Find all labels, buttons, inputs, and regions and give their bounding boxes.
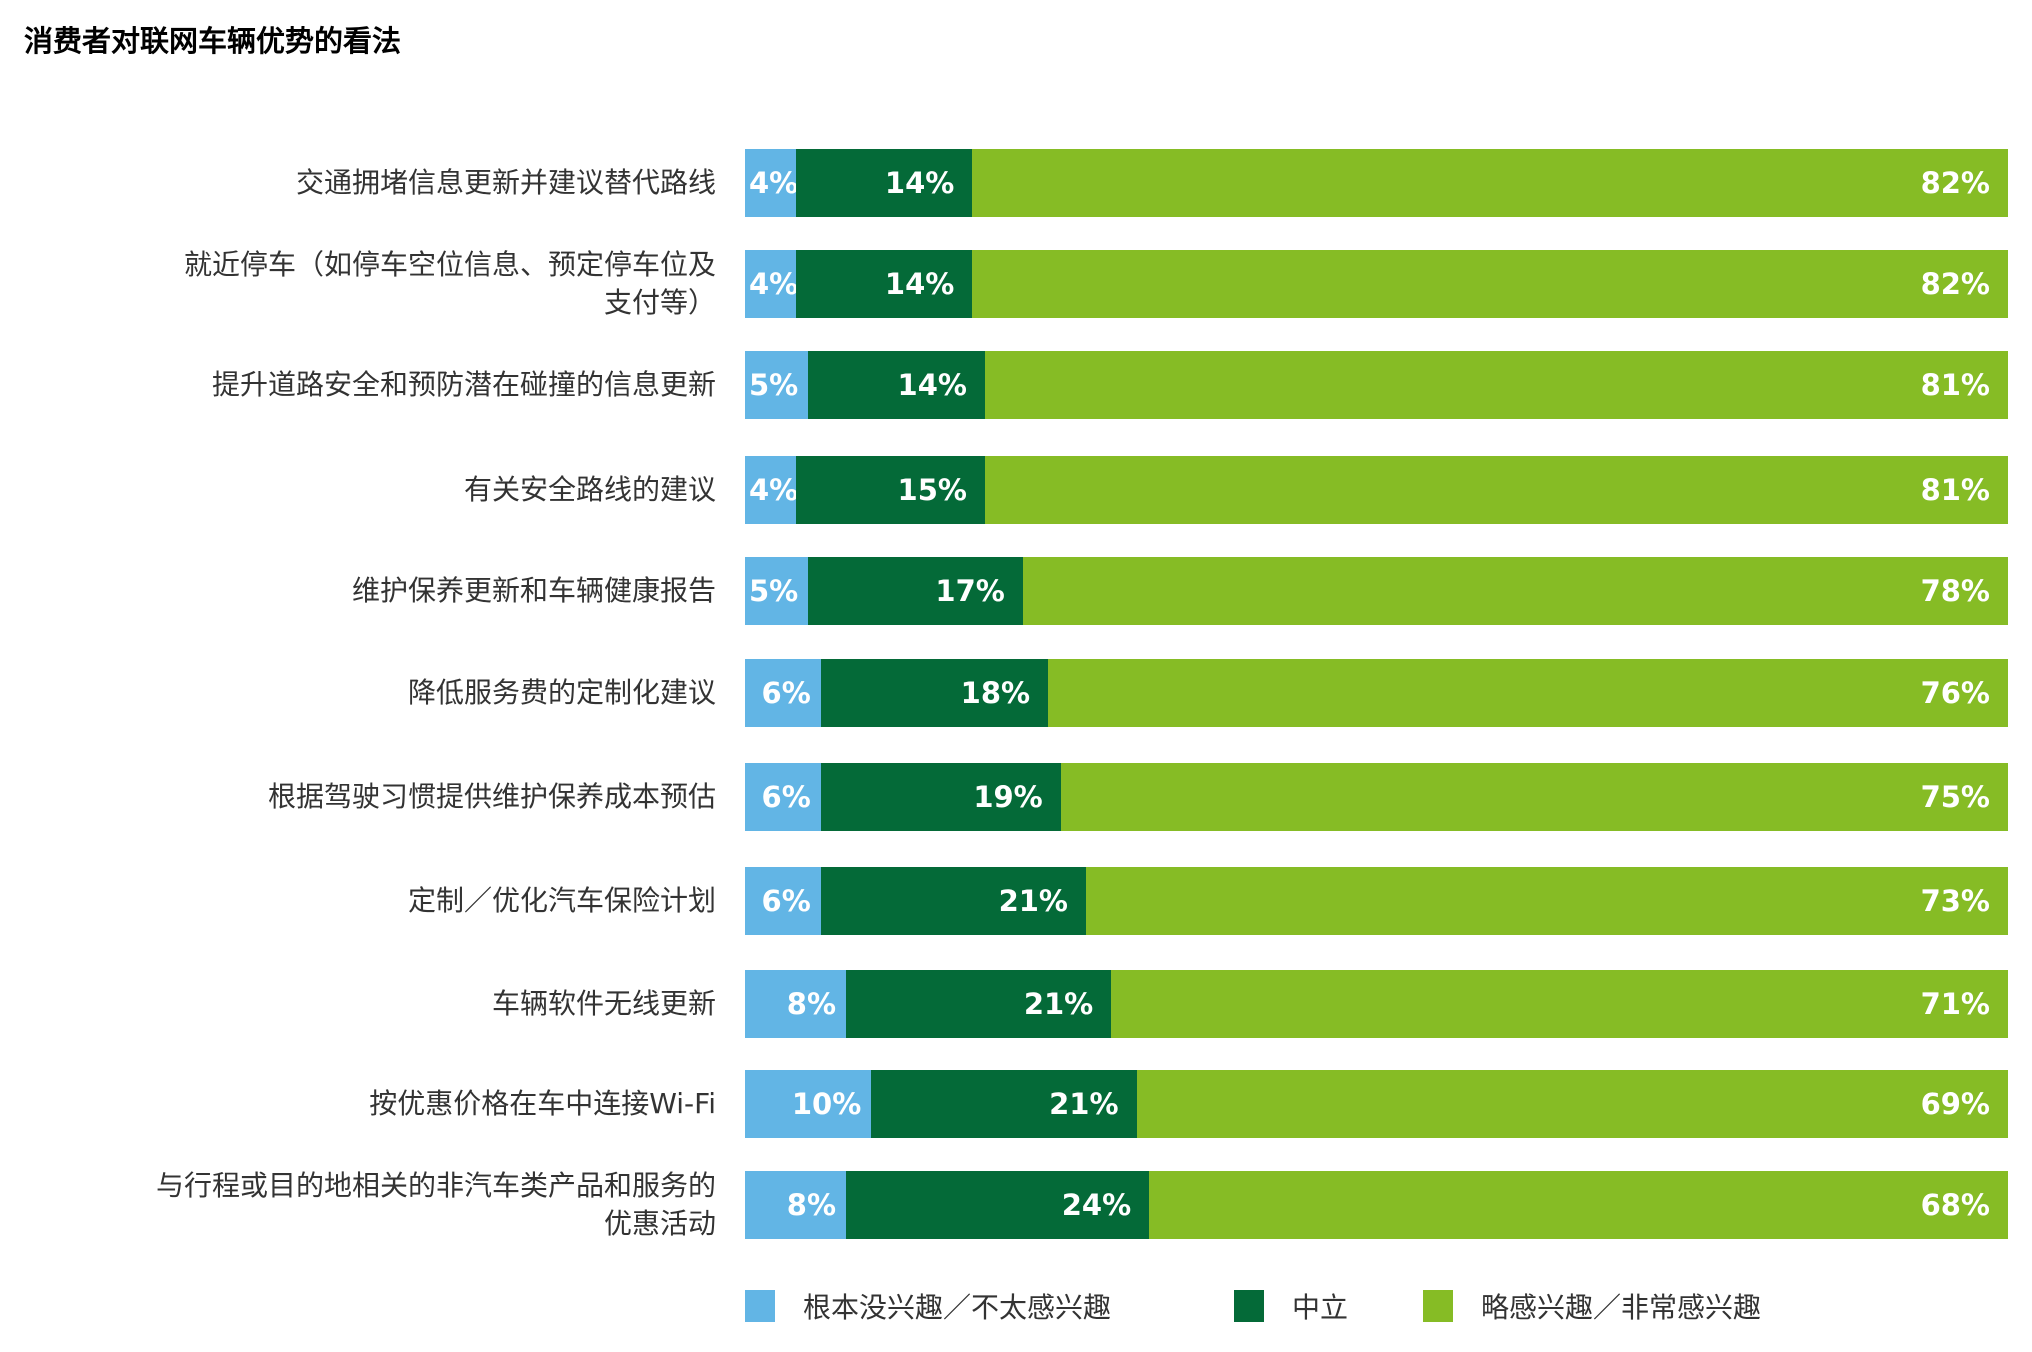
data-label: 15%	[897, 473, 967, 507]
bar-segment: 5%	[745, 351, 809, 419]
data-label: 75%	[1920, 780, 1990, 814]
data-label: 21%	[1049, 1087, 1119, 1121]
bar-segment: 21%	[846, 970, 1112, 1038]
data-label: 76%	[1920, 676, 1990, 710]
data-label: 71%	[1920, 987, 1990, 1021]
bar-segment: 82%	[972, 149, 2008, 217]
data-label: 14%	[897, 368, 967, 402]
bar-segment: 4%	[745, 250, 799, 318]
data-label: 18%	[960, 676, 1031, 710]
data-label: 81%	[1920, 368, 1990, 402]
category-label: 就近停车（如停车空位信息、预定停车位及 支付等）	[183, 248, 716, 319]
legend-swatch	[1423, 1290, 1453, 1322]
category-label: 有关安全路线的建议	[463, 473, 716, 506]
data-label: 4%	[749, 473, 799, 507]
category-label: 定制／优化汽车保险计划	[407, 884, 716, 917]
data-label: 78%	[1920, 574, 1990, 608]
bar-segment: 14%	[795, 250, 973, 318]
legend-swatch	[745, 1290, 775, 1322]
bar-segment: 21%	[871, 1070, 1137, 1138]
legend-label: 中立	[1292, 1291, 1349, 1324]
data-label: 17%	[935, 574, 1005, 608]
data-label: 69%	[1920, 1087, 1990, 1121]
data-label: 14%	[884, 267, 955, 301]
data-label: 24%	[1061, 1188, 1132, 1222]
data-label: 73%	[1920, 884, 1990, 918]
bar-segment: 5%	[745, 557, 809, 625]
bar-segment: 78%	[1022, 557, 2008, 625]
bar-segment: 18%	[820, 659, 1049, 727]
category-label: 交通拥堵信息更新并建议替代路线	[295, 166, 716, 199]
bar-segment: 14%	[808, 351, 985, 419]
bar-segment: 8%	[745, 970, 847, 1038]
bar-segment: 4%	[745, 149, 799, 217]
bar-segment: 10%	[745, 1070, 872, 1138]
data-label: 21%	[1023, 987, 1094, 1021]
data-label: 19%	[973, 780, 1043, 814]
category-label: 与行程或目的地相关的非汽车类产品和服务的 优惠活动	[155, 1169, 716, 1240]
data-label: 5%	[749, 574, 799, 608]
chart-title: 消费者对联网车辆优势的看法	[24, 24, 402, 58]
legend-item: 中立	[1234, 1290, 1348, 1324]
category-label: 按优惠价格在车中连接Wi-Fi	[369, 1087, 716, 1120]
category-label: 提升道路安全和预防潜在碰撞的信息更新	[211, 368, 716, 401]
bar-segment: 71%	[1111, 970, 2008, 1038]
data-label: 4%	[749, 267, 799, 301]
data-label: 8%	[786, 1188, 837, 1222]
bar-segment: 8%	[745, 1171, 847, 1239]
category-label: 降低服务费的定制化建议	[407, 676, 716, 709]
data-label: 21%	[998, 884, 1068, 918]
bar-segment: 82%	[972, 250, 2008, 318]
data-label: 68%	[1920, 1188, 1990, 1222]
bar-segment: 21%	[820, 867, 1086, 935]
data-label: 4%	[749, 166, 799, 200]
data-label: 82%	[1920, 166, 1990, 200]
data-label: 6%	[761, 780, 811, 814]
bar-segment: 69%	[1136, 1070, 2008, 1138]
data-label: 5%	[749, 368, 799, 402]
bar-segment: 81%	[984, 456, 2008, 524]
bar-segment: 6%	[745, 763, 821, 831]
category-label: 根据驾驶习惯提供维护保养成本预估	[267, 780, 716, 813]
bar-segment: 73%	[1086, 867, 2008, 935]
bar-segment: 24%	[846, 1171, 1150, 1239]
bar-segment: 14%	[795, 149, 973, 217]
bar-segment: 6%	[745, 867, 821, 935]
category-label: 维护保养更新和车辆健康报告	[351, 574, 716, 607]
bar-segment: 15%	[795, 456, 985, 524]
bar-segment: 75%	[1060, 763, 2008, 831]
bar-segment: 81%	[984, 351, 2008, 419]
bar-segment: 76%	[1048, 659, 2008, 727]
bar-segment: 4%	[745, 456, 799, 524]
bar-segment: 6%	[745, 659, 821, 727]
legend-item: 略感兴趣／非常感兴趣	[1423, 1290, 1761, 1324]
legend-swatch	[1234, 1290, 1264, 1322]
legend-label: 根本没兴趣／不太感兴趣	[803, 1291, 1112, 1324]
bar-segment: 68%	[1149, 1171, 2008, 1239]
bar-segment: 19%	[820, 763, 1061, 831]
legend-label: 略感兴趣／非常感兴趣	[1481, 1291, 1762, 1324]
data-label: 10%	[791, 1087, 862, 1121]
data-label: 8%	[786, 987, 837, 1021]
data-label: 81%	[1920, 473, 1990, 507]
data-label: 14%	[884, 166, 955, 200]
bar-segment: 17%	[808, 557, 1023, 625]
data-label: 6%	[761, 676, 811, 710]
data-label: 6%	[761, 884, 811, 918]
data-label: 82%	[1920, 267, 1990, 301]
legend-item: 根本没兴趣／不太感兴趣	[745, 1290, 1111, 1324]
category-label: 车辆软件无线更新	[491, 987, 716, 1020]
